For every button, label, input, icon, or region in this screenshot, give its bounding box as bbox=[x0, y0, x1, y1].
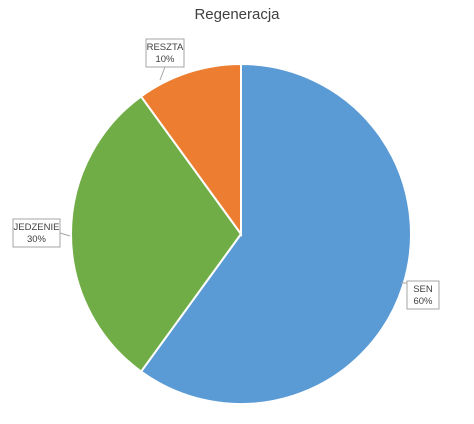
data-label-category-sen: SEN bbox=[413, 284, 433, 295]
leader-line-reszta bbox=[159, 66, 166, 81]
data-label-box-reszta bbox=[145, 38, 185, 68]
leader-line-jedzenie bbox=[59, 232, 71, 237]
pie-slice-reszta bbox=[139, 62, 242, 238]
data-label-box-jedzenie bbox=[12, 218, 61, 248]
data-label-value-sen: 60% bbox=[413, 296, 433, 307]
data-label-category-reszta: RESZTA bbox=[147, 42, 184, 53]
pie-slice-sen bbox=[139, 62, 412, 405]
data-label-category-jedzenie: JEDZENIE bbox=[14, 222, 60, 233]
pie-slice-jedzenie bbox=[70, 95, 243, 373]
data-label-value-jedzenie: 30% bbox=[27, 234, 47, 245]
chart-title: Regeneracja bbox=[194, 6, 280, 23]
data-label-box-sen bbox=[406, 280, 440, 310]
data-label-value-reszta: 10% bbox=[155, 54, 175, 65]
